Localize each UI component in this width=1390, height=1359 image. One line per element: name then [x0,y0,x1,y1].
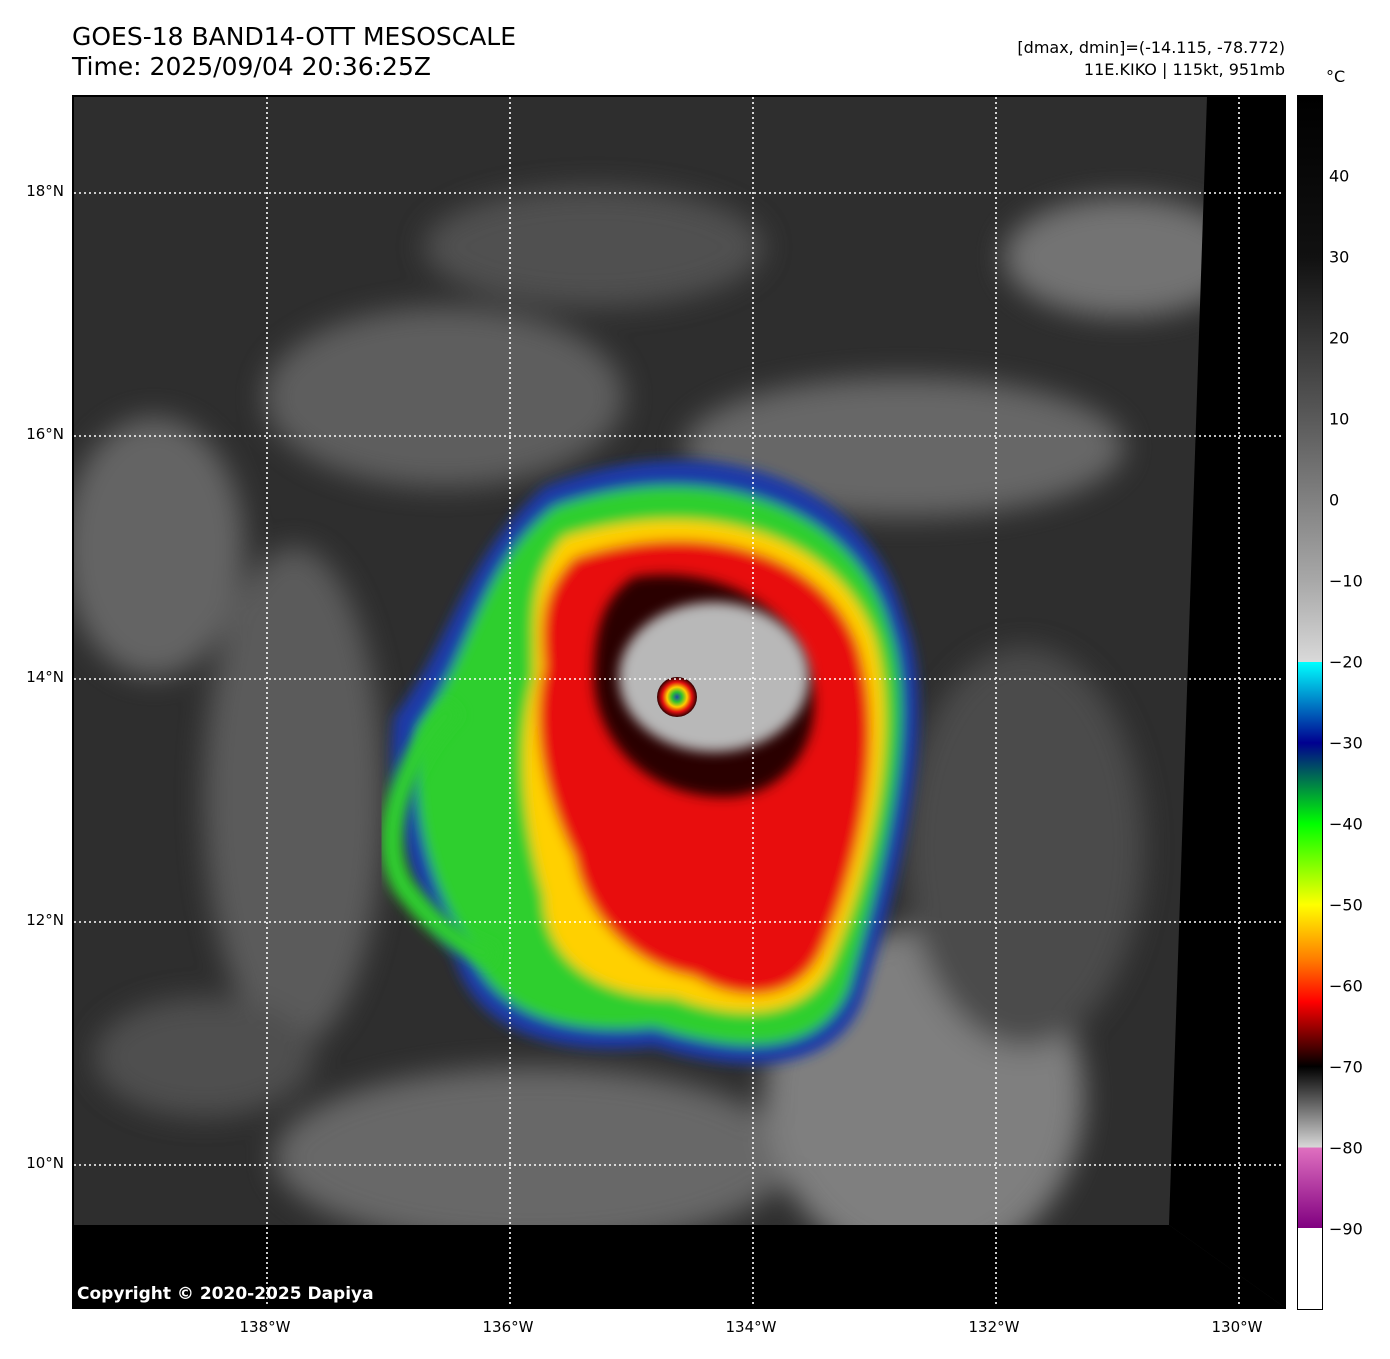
graticule [74,97,1284,1307]
longitude-label: 136°W [482,1318,534,1336]
colorbar-tick-label: −80 [1329,1138,1363,1158]
storm-info-label: 11E.KIKO | 115kt, 951mb [1083,60,1285,79]
colorbar-tick-label: −30 [1329,733,1363,753]
copyright-text: Copyright © 2020-2025 Dapiya [77,1284,374,1304]
latitude-label: 16°N [26,425,64,443]
figure-time: Time: 2025/09/04 20:36:25Z [72,52,431,81]
colorbar-tick-label: −60 [1329,976,1363,996]
longitude-label: 132°W [968,1318,1020,1336]
colorbar-tick-label: −10 [1329,571,1363,591]
colorbar-tick-label: 40 [1329,166,1350,186]
longitude-label: 138°W [239,1318,291,1336]
satellite-imagery [74,97,1284,1307]
no-data-bottom [74,1225,1284,1307]
colorbar-tick-label: 20 [1329,328,1350,348]
colorbar-tick-label: −20 [1329,652,1363,672]
colorbar-unit: °C [1326,67,1346,86]
colorbar-tick-label: 0 [1329,490,1340,510]
central-dense-overcast-warm [619,602,809,752]
colorbar-tick-label: −70 [1329,1057,1363,1077]
longitude-label: 134°W [725,1318,777,1336]
figure-title: GOES-18 BAND14-OTT MESOSCALE [72,22,517,51]
colorbar [1297,95,1323,1310]
colorbar-tick-label: −40 [1329,814,1363,834]
latitude-label: 18°N [26,182,64,200]
latitude-label: 10°N [26,1154,64,1172]
satellite-image-map: Copyright © 2020-2025 Dapiya [72,95,1286,1309]
hurricane-eye [657,677,697,717]
colorbar-tick-label: −50 [1329,895,1363,915]
no-data-right [1169,97,1284,1307]
longitude-label: 130°W [1211,1318,1263,1336]
colorbar-tick-label: 10 [1329,409,1350,429]
cold-cloud-shield [381,460,919,1065]
colorbar-tick-label: 30 [1329,247,1350,267]
colorbar-tick-label: −90 [1329,1219,1363,1239]
latitude-label: 12°N [26,911,64,929]
dmax-dmin-label: [dmax, dmin]=(-14.115, -78.772) [1017,38,1285,57]
latitude-label: 14°N [26,668,64,686]
